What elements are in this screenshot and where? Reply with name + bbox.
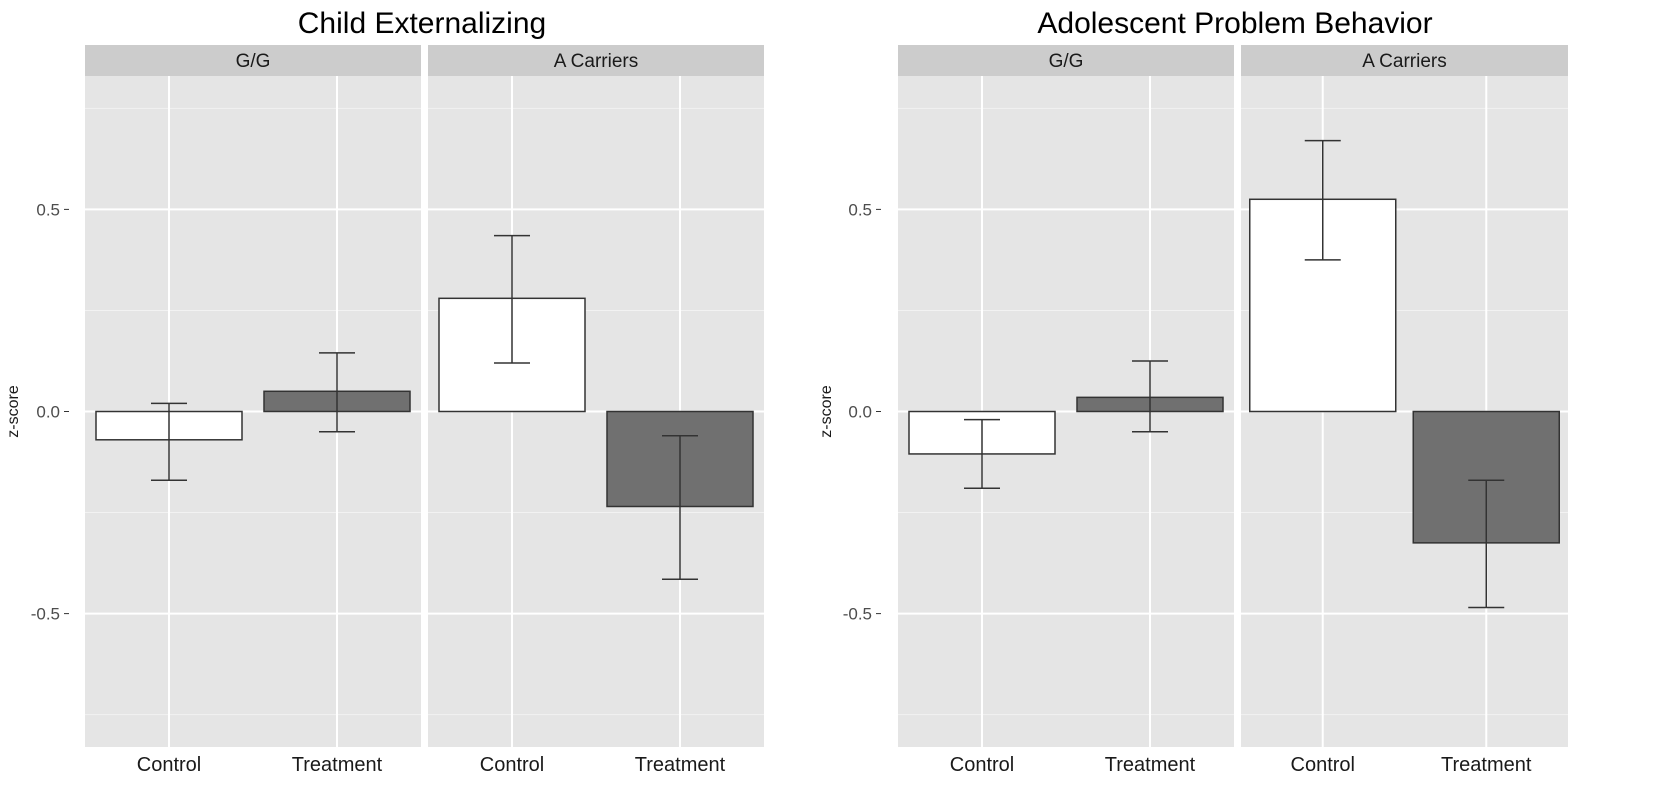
x-tick-label: Treatment [1441, 754, 1532, 776]
x-tick-label: Treatment [1105, 754, 1196, 776]
chart-title: Adolescent Problem Behavior [1037, 7, 1432, 40]
y-axis-label: z-score [818, 385, 835, 438]
x-tick-label: Treatment [635, 754, 726, 776]
facet-panel-2: A Carriers Control Treatment [428, 45, 764, 776]
y-tick-label: 0.5 [36, 200, 60, 219]
facet-panel-1: G/G Control Treatment [85, 45, 421, 776]
facet-strip-label: G/G [1049, 51, 1084, 72]
chart-2: Adolescent Problem Behavior z-score 0.5 0.0… [818, 7, 1568, 776]
facet-strip [898, 45, 1234, 76]
facet-strip [85, 45, 421, 76]
facet-strip-label: A Carriers [554, 51, 638, 72]
chart-title: Child Externalizing [298, 7, 546, 40]
y-axis-label: z-score [5, 385, 22, 438]
facet-strip-label: G/G [236, 51, 271, 72]
facet-strip [1241, 45, 1568, 76]
y-tick-label: 0.0 [848, 403, 872, 422]
x-tick-label: Control [950, 754, 1014, 776]
y-tick-label: -0.5 [843, 605, 872, 624]
x-tick-label: Control [137, 754, 201, 776]
facet-strip-label: A Carriers [1362, 51, 1446, 72]
y-tick-label: -0.5 [31, 605, 60, 624]
chart-1: Child Externalizing z-score 0.5 0.0 -0.5 G/G C… [5, 7, 764, 776]
x-tick-label: Control [1291, 754, 1355, 776]
facet-panel-1: G/G Control Treatment [898, 45, 1234, 776]
facet-strip [428, 45, 764, 76]
facet-panel-2: A Carriers Control Treatment [1241, 45, 1568, 776]
y-tick-label: 0.0 [36, 403, 60, 422]
x-tick-label: Treatment [292, 754, 383, 776]
x-tick-label: Control [480, 754, 544, 776]
y-tick-label: 0.5 [848, 200, 872, 219]
